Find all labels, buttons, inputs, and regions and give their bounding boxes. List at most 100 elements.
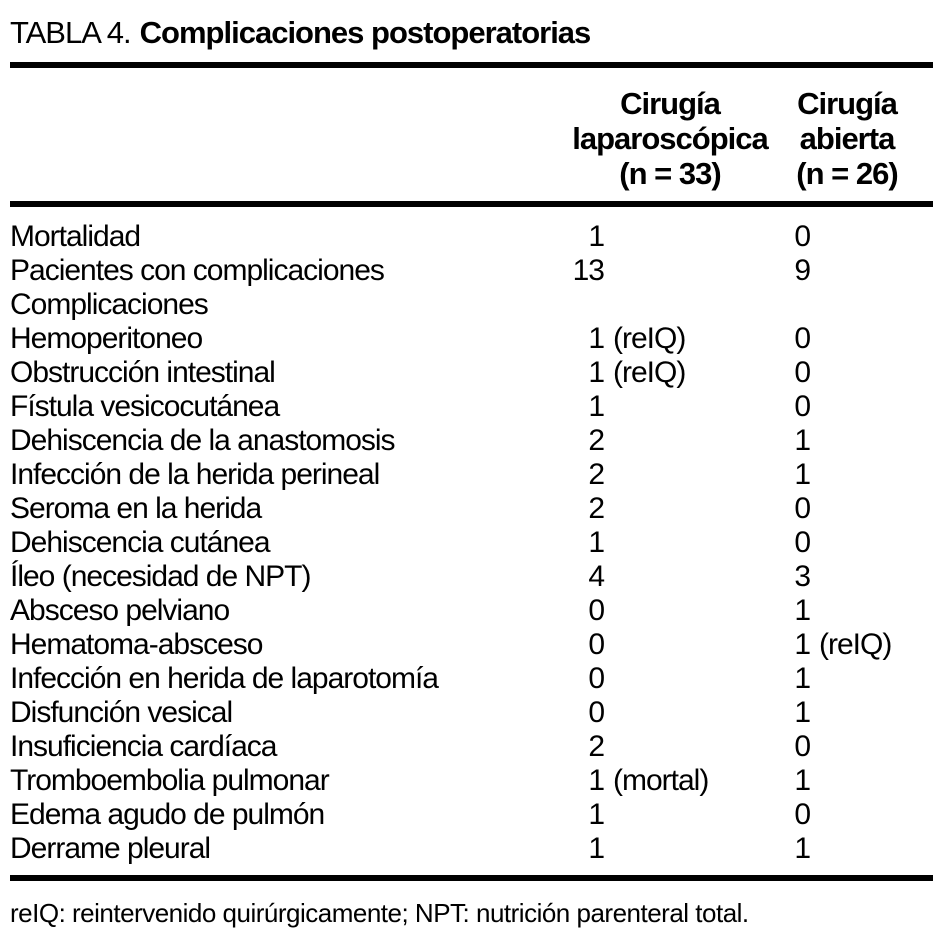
- open-count: 1: [794, 424, 811, 457]
- open-value-cell: 1: [710, 662, 933, 696]
- laparoscopic-value-cell: 1: [560, 798, 710, 832]
- row-label: Derrame pleural: [10, 832, 211, 865]
- laparoscopic-count: 0: [588, 628, 605, 661]
- open-count: 0: [794, 322, 811, 355]
- table-row: Tromboembolia pulmonar 1 (mortal) 1: [10, 764, 933, 798]
- laparoscopic-value-cell: 2: [560, 730, 710, 764]
- open-count: 1: [794, 832, 811, 865]
- laparoscopic-value-cell: 0: [560, 662, 710, 696]
- laparoscopic-note: (mortal): [613, 764, 709, 797]
- open-value-cell: 1: [710, 458, 933, 492]
- laparoscopic-value-cell: 1 (reIQ): [560, 322, 710, 356]
- column-header-laparoscopic: Cirugía laparoscópica (n = 33): [572, 86, 768, 191]
- laparoscopic-value-cell: 2: [560, 492, 710, 526]
- open-count: 1: [794, 628, 811, 661]
- table-row: Infección de la herida perineal 2 1: [10, 458, 933, 492]
- open-value-cell: 0: [710, 492, 933, 526]
- laparoscopic-value-cell: 1 (mortal): [560, 764, 710, 798]
- table-row: Disfunción vesical 0 1: [10, 696, 933, 730]
- laparoscopic-value-cell: 4: [560, 560, 710, 594]
- row-label: Hematoma-absceso: [10, 628, 263, 661]
- open-count: 1: [794, 764, 811, 797]
- open-value-cell: 0: [710, 526, 933, 560]
- table-row: Edema agudo de pulmón 1 0: [10, 798, 933, 832]
- laparoscopic-count: 1: [588, 390, 605, 423]
- laparoscopic-value-cell: 1: [560, 220, 710, 254]
- laparoscopic-value-cell: 2: [560, 458, 710, 492]
- open-count: 0: [794, 356, 811, 389]
- open-count: 0: [794, 390, 811, 423]
- laparoscopic-note: (reIQ): [613, 356, 686, 389]
- laparoscopic-count: 1: [588, 322, 605, 355]
- open-value-cell: 0: [710, 390, 933, 424]
- laparoscopic-count: 4: [588, 560, 605, 593]
- header-label-spacer: [10, 86, 555, 191]
- laparoscopic-note: (reIQ): [613, 322, 686, 355]
- row-label: Tromboembolia pulmonar: [10, 764, 330, 797]
- table-row: Obstrucción intestinal 1 (reIQ) 0: [10, 356, 933, 390]
- row-label: Dehiscencia cutánea: [10, 526, 271, 559]
- laparoscopic-value-cell: 2: [560, 424, 710, 458]
- laparoscopic-value-cell: 0: [560, 628, 710, 662]
- row-label: Disfunción vesical: [10, 696, 233, 729]
- open-count: 0: [794, 798, 811, 831]
- open-count: 0: [794, 492, 811, 525]
- laparoscopic-count: 2: [588, 424, 605, 457]
- laparoscopic-count: 2: [588, 492, 605, 525]
- table-row: Dehiscencia cutánea 1 0: [10, 526, 933, 560]
- table-row: Hemoperitoneo 1 (reIQ) 0: [10, 322, 933, 356]
- table-header-row: Cirugía laparoscópica (n = 33) Cirugía a…: [10, 68, 933, 201]
- row-label: Pacientes con complicaciones: [10, 254, 385, 287]
- row-label: Dehiscencia de la anastomosis: [10, 424, 396, 457]
- open-value-cell: 9: [710, 254, 933, 288]
- row-label: Obstrucción intestinal: [10, 356, 276, 389]
- table-row: Insuficiencia cardíaca 2 0: [10, 730, 933, 764]
- open-count: 0: [794, 730, 811, 763]
- laparoscopic-value-cell: 1: [560, 526, 710, 560]
- open-value-cell: 0: [710, 798, 933, 832]
- row-label: Complicaciones: [10, 288, 209, 321]
- row-label: Hemoperitoneo: [10, 322, 203, 355]
- open-count: 3: [794, 560, 811, 593]
- laparoscopic-value-cell: 1: [560, 832, 710, 866]
- row-label: Seroma en la herida: [10, 492, 262, 525]
- laparoscopic-value-cell: 1: [560, 390, 710, 424]
- open-value-cell: 1: [710, 832, 933, 866]
- laparoscopic-count: 1: [588, 356, 605, 389]
- open-count: 1: [794, 696, 811, 729]
- table-body: Mortalidad 1 0 Pacientes con complicacio…: [10, 207, 933, 875]
- table-row: Pacientes con complicaciones 13 9: [10, 254, 933, 288]
- laparoscopic-count: 1: [588, 798, 605, 831]
- open-value-cell: 0: [710, 322, 933, 356]
- table-row: Hematoma-absceso 0 1 (reIQ): [10, 628, 933, 662]
- open-count: 0: [794, 526, 811, 559]
- table-footnote: reIQ: reintervenido quirúrgicamente; NPT…: [10, 898, 749, 928]
- open-value-cell: 1: [710, 594, 933, 628]
- open-count: 1: [794, 458, 811, 491]
- open-value-cell: 3: [710, 560, 933, 594]
- laparoscopic-count: 13: [572, 254, 605, 287]
- header-rule: [10, 201, 933, 207]
- table-caption: Complicaciones postoperatorias: [139, 15, 592, 50]
- laparoscopic-count: 0: [588, 662, 605, 695]
- row-label: Íleo (necesidad de NPT): [10, 560, 312, 593]
- open-note: (reIQ): [819, 628, 892, 661]
- open-value-cell: 1: [710, 424, 933, 458]
- open-value-cell: 1: [710, 764, 933, 798]
- row-label: Infección en herida de laparotomía: [10, 662, 439, 695]
- column-header-open: Cirugía abierta (n = 26): [796, 86, 898, 191]
- table-row: Dehiscencia de la anastomosis 2 1: [10, 424, 933, 458]
- table-row: Complicaciones: [10, 288, 933, 322]
- row-label: Infección de la herida perineal: [10, 458, 380, 491]
- row-label: Insuficiencia cardíaca: [10, 730, 278, 763]
- row-label: Absceso pelviano: [10, 594, 230, 627]
- laparoscopic-value-cell: 1 (reIQ): [560, 356, 710, 390]
- paper-table-page: TABLA 4. Complicaciones postoperatorias C…: [10, 14, 933, 928]
- laparoscopic-count: 1: [588, 526, 605, 559]
- table-title: TABLA 4. Complicaciones postoperatorias: [10, 14, 933, 52]
- open-count: 1: [794, 662, 811, 695]
- open-count: 1: [794, 594, 811, 627]
- laparoscopic-count: 2: [588, 730, 605, 763]
- table-number: TABLA 4.: [10, 15, 132, 50]
- bottom-rule: [10, 875, 933, 881]
